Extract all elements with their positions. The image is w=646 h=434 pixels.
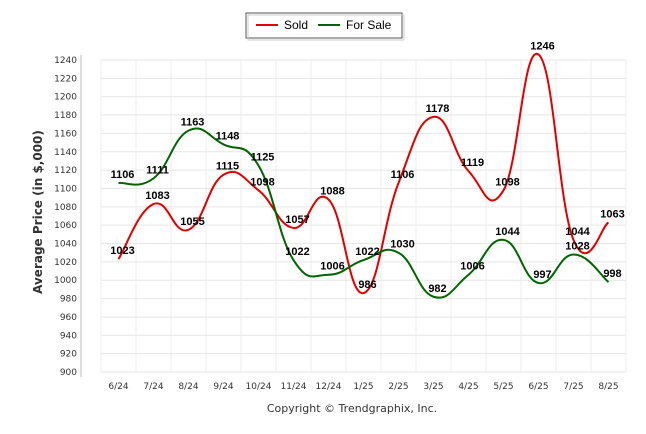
legend-item-1[interactable]: For Sale [318, 18, 392, 32]
y-tick-label: 920 [60, 350, 77, 360]
y-tick-label: 1100 [54, 184, 77, 194]
data-label: 1006 [460, 261, 484, 273]
data-label: 1098 [495, 176, 519, 188]
x-tick-label: 10/24 [246, 382, 272, 392]
x-tick-label: 7/25 [563, 382, 583, 392]
y-tick-label: 900 [60, 368, 77, 378]
x-tick-label: 6/24 [108, 382, 128, 392]
y-tick-label: 1060 [54, 221, 77, 231]
data-label: 1006 [320, 261, 344, 273]
legend-label: Sold [284, 18, 308, 32]
data-label: 1125 [251, 152, 275, 164]
data-label: 1028 [565, 241, 589, 253]
data-label: 982 [428, 283, 446, 295]
data-label: 1063 [600, 208, 624, 220]
x-tick-label: 4/25 [458, 382, 478, 392]
series-line-1 [118, 127, 610, 299]
data-label: 1030 [390, 239, 414, 251]
data-label: 1083 [145, 190, 169, 202]
data-label: 986 [358, 279, 376, 291]
data-label: 1057 [285, 214, 309, 226]
data-label: 1106 [111, 169, 135, 181]
y-tick-label: 1160 [54, 129, 77, 139]
x-tick-label: 5/25 [493, 382, 513, 392]
y-axis: 900 920 940 960 980 1000 1020 1040 1060 1080 1100 1… [54, 55, 82, 378]
x-axis: 6/24 7/24 8/24 9/24 10/24 11/24 12/24 1/25 2/25 3… [108, 382, 618, 392]
data-label: 1044 [495, 226, 520, 238]
data-label: 1088 [320, 185, 344, 197]
data-label: 1044 [565, 226, 590, 238]
x-tick-label: 8/25 [598, 382, 618, 392]
y-axis-title: Average Price (in $,000) [31, 130, 45, 294]
y-tick-label: 1120 [54, 166, 77, 176]
copyright-text: Copyright © Trendgraphix, Inc. [267, 402, 437, 415]
series-line-0 [117, 53, 610, 295]
data-label: 997 [533, 269, 551, 281]
data-label: 1163 [181, 117, 205, 129]
legend-label: For Sale [346, 18, 392, 32]
y-tick-label: 1220 [54, 74, 77, 84]
data-label: 1148 [216, 130, 240, 142]
series-layer [117, 53, 610, 299]
y-tick-label: 940 [60, 331, 77, 341]
data-labels: 1023 1083 1055 1115 1098 1057 1088 986 1106 1178 1… [110, 40, 624, 294]
data-label: 1115 [216, 161, 239, 173]
legend-shadow [247, 14, 405, 41]
y-tick-label: 1000 [54, 276, 77, 286]
data-label: 998 [603, 268, 621, 280]
y-tick-label: 1080 [54, 203, 77, 213]
data-label: 1098 [250, 176, 274, 188]
y-tick-label: 1140 [54, 148, 77, 158]
y-tick-label: 980 [60, 295, 77, 305]
data-label: 1022 [285, 246, 309, 258]
x-tick-label: 1/25 [353, 382, 373, 392]
x-tick-label: 3/25 [423, 382, 443, 392]
data-label: 1023 [110, 245, 134, 257]
x-tick-label: 12/24 [316, 382, 342, 392]
x-tick-label: 7/24 [143, 382, 163, 392]
x-tick-label: 2/25 [388, 382, 408, 392]
x-tick-label: 8/24 [178, 382, 198, 392]
y-tick-label: 1040 [54, 240, 77, 250]
y-tick-label: 1180 [54, 111, 77, 121]
data-label: 1119 [461, 157, 484, 169]
grid-lines [100, 59, 627, 373]
data-label: 1022 [355, 246, 379, 258]
data-label: 1178 [426, 103, 450, 115]
y-tick-label: 960 [60, 313, 77, 323]
x-tick-label: 9/24 [213, 382, 233, 392]
legend[interactable]: Sold For Sale [245, 12, 405, 41]
data-label: 1106 [391, 169, 415, 181]
y-tick-label: 1020 [54, 258, 77, 268]
x-tick-label: 6/25 [528, 382, 548, 392]
y-tick-label: 1240 [54, 56, 77, 66]
y-tick-label: 1200 [54, 93, 77, 103]
x-tick-label: 11/24 [281, 382, 307, 392]
data-label: 1246 [530, 40, 554, 52]
data-label: 1055 [180, 216, 204, 228]
legend-item-0[interactable]: Sold [256, 18, 308, 32]
data-label: 1111 [146, 164, 169, 176]
